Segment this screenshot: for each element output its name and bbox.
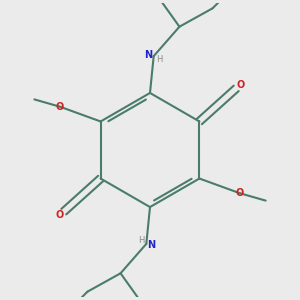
Text: O: O: [236, 80, 245, 90]
Text: H: H: [156, 55, 162, 64]
Text: N: N: [145, 50, 153, 60]
Text: O: O: [55, 210, 64, 220]
Text: N: N: [147, 240, 155, 250]
Text: O: O: [56, 102, 64, 112]
Text: O: O: [236, 188, 244, 198]
Text: H: H: [138, 236, 144, 245]
